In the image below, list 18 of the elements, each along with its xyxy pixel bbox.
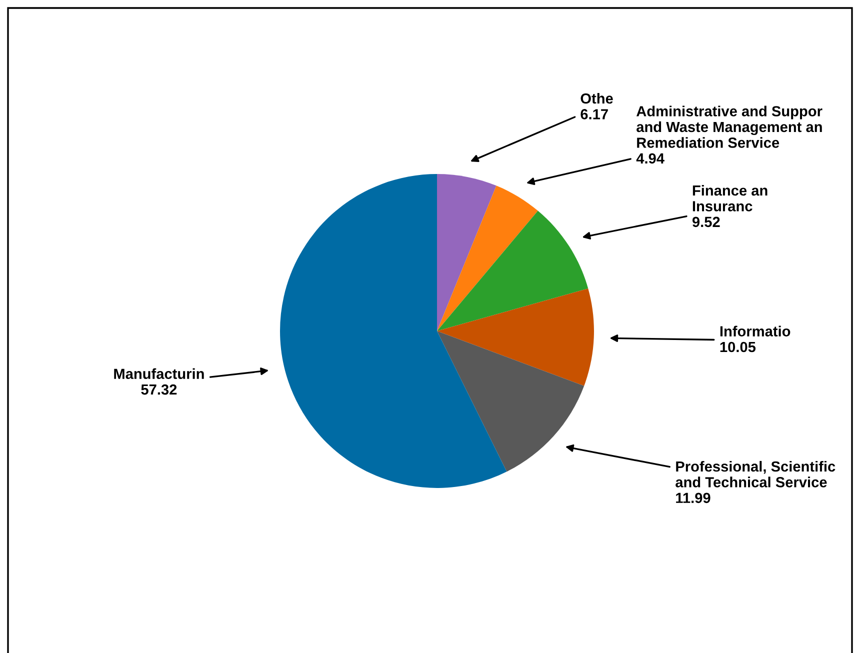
pie-slice: [437, 331, 584, 472]
data-label: 57.32: [141, 384, 177, 395]
slice-label: Informatio: [720, 326, 790, 336]
data-label: 9.52: [692, 216, 720, 228]
data-label: 10.05: [720, 342, 756, 352]
slice-label: Othe: [580, 92, 613, 104]
pie-slice: [437, 288, 594, 386]
pie-slice: [437, 186, 538, 331]
pie-slice: [437, 174, 496, 331]
data-label: 11.99: [676, 492, 710, 504]
slice-label: Finance an Insuranc: [692, 184, 768, 212]
data-label: 6.17: [580, 109, 608, 120]
data-label: 4.94: [636, 153, 664, 164]
slice-label: Administrative and Suppor and Waste Management an Remediation Service: [636, 106, 822, 148]
slice-label: Professional, Scientific and Technical Service: [676, 460, 836, 488]
pie-slice: [437, 210, 588, 331]
slice-label: Manufacturin: [114, 368, 204, 379]
pie-slice: [280, 174, 507, 488]
